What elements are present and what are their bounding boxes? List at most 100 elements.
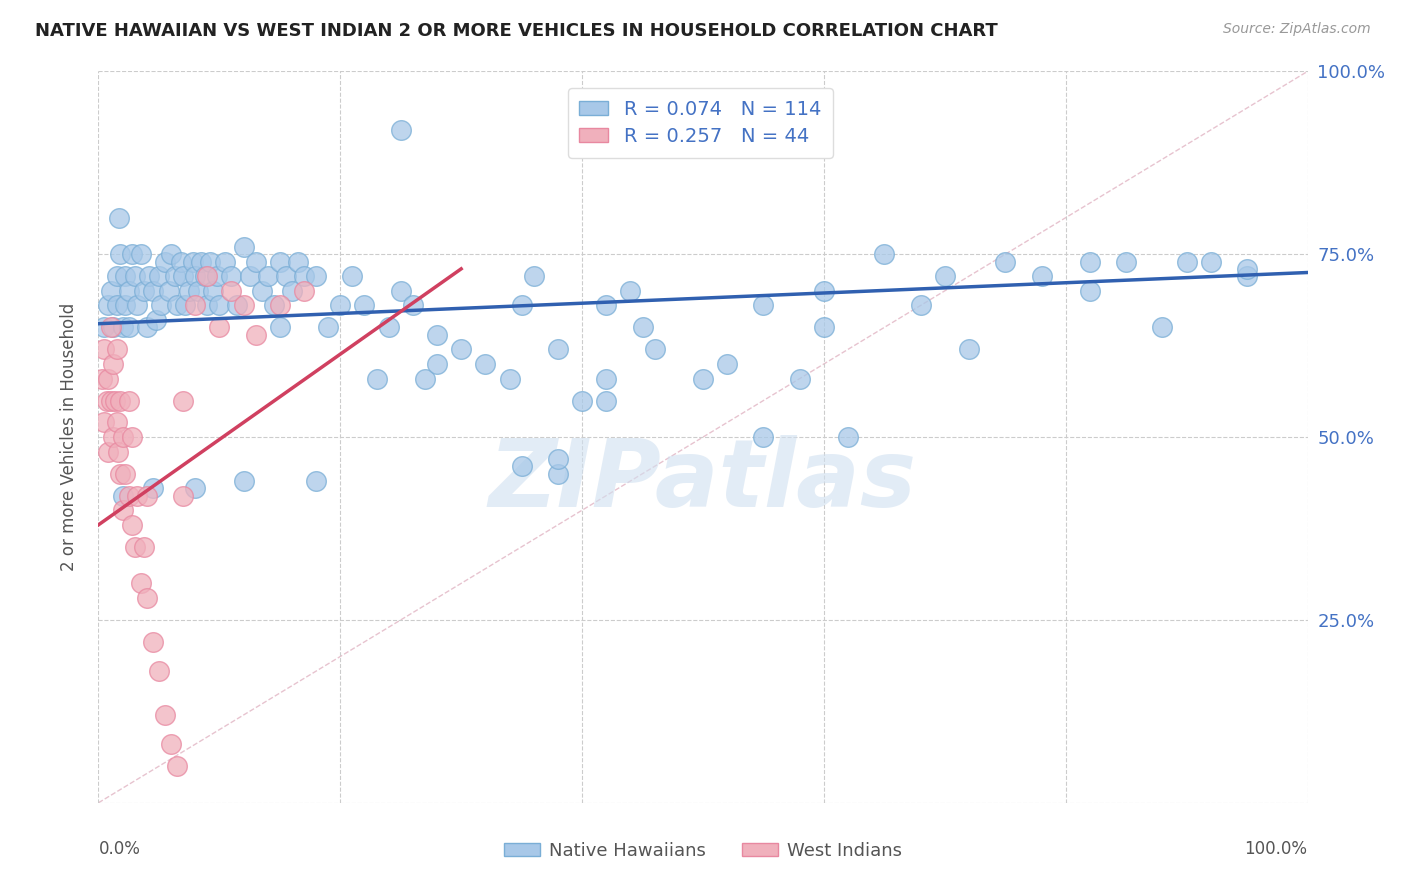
Point xyxy=(101,320,124,334)
Point xyxy=(96,393,118,408)
Point xyxy=(198,254,221,268)
Point xyxy=(450,343,472,357)
Point xyxy=(114,467,136,481)
Point xyxy=(510,298,533,312)
Point xyxy=(910,298,932,312)
Point xyxy=(101,357,124,371)
Point xyxy=(498,371,520,385)
Text: 100.0%: 100.0% xyxy=(1244,840,1308,858)
Y-axis label: 2 or more Vehicles in Household: 2 or more Vehicles in Household xyxy=(59,303,77,571)
Point xyxy=(202,284,225,298)
Point xyxy=(97,444,120,458)
Point xyxy=(263,298,285,312)
Point xyxy=(426,327,449,342)
Point xyxy=(108,211,131,225)
Point xyxy=(221,284,243,298)
Point xyxy=(135,489,157,503)
Point xyxy=(114,298,136,312)
Point xyxy=(250,284,273,298)
Point xyxy=(873,247,896,261)
Point xyxy=(281,284,304,298)
Point xyxy=(631,320,654,334)
Point xyxy=(108,467,131,481)
Point xyxy=(160,737,183,751)
Point xyxy=(1236,269,1258,284)
Point xyxy=(813,320,835,334)
Text: ZIPatlas: ZIPatlas xyxy=(489,435,917,527)
Point xyxy=(287,254,309,268)
Point xyxy=(111,430,134,444)
Point xyxy=(190,254,212,268)
Point xyxy=(752,430,775,444)
Point xyxy=(426,357,449,371)
Point xyxy=(104,393,127,408)
Point xyxy=(100,320,122,334)
Point xyxy=(105,343,128,357)
Point xyxy=(195,298,218,312)
Point xyxy=(124,540,146,554)
Point xyxy=(135,320,157,334)
Point xyxy=(837,430,859,444)
Point xyxy=(121,430,143,444)
Point xyxy=(547,343,569,357)
Point xyxy=(166,298,188,312)
Point xyxy=(342,269,364,284)
Point xyxy=(114,269,136,284)
Point xyxy=(97,371,120,385)
Point xyxy=(169,254,191,268)
Point xyxy=(329,298,352,312)
Point xyxy=(595,371,617,385)
Point xyxy=(1152,320,1174,334)
Point xyxy=(184,269,207,284)
Point xyxy=(644,343,666,357)
Point xyxy=(91,371,114,385)
Text: NATIVE HAWAIIAN VS WEST INDIAN 2 OR MORE VEHICLES IN HOUSEHOLD CORRELATION CHART: NATIVE HAWAIIAN VS WEST INDIAN 2 OR MORE… xyxy=(35,22,998,40)
Point xyxy=(145,313,167,327)
Point xyxy=(124,269,146,284)
Point xyxy=(269,320,291,334)
Point xyxy=(121,517,143,532)
Point xyxy=(789,371,811,385)
Point xyxy=(166,759,188,773)
Point xyxy=(172,489,194,503)
Point xyxy=(292,269,315,284)
Point xyxy=(111,503,134,517)
Point xyxy=(181,254,204,268)
Point xyxy=(93,416,115,430)
Point xyxy=(389,123,412,137)
Point xyxy=(138,269,160,284)
Point xyxy=(134,284,156,298)
Point xyxy=(107,444,129,458)
Point xyxy=(305,474,328,488)
Point xyxy=(256,269,278,284)
Point xyxy=(377,320,399,334)
Point xyxy=(195,269,218,284)
Point xyxy=(934,269,956,284)
Point xyxy=(214,254,236,268)
Point xyxy=(221,269,243,284)
Point xyxy=(127,298,149,312)
Point xyxy=(105,298,128,312)
Point xyxy=(1078,254,1101,268)
Point xyxy=(1031,269,1053,284)
Point xyxy=(157,284,180,298)
Point xyxy=(547,467,569,481)
Point xyxy=(813,284,835,298)
Point xyxy=(108,393,131,408)
Point xyxy=(134,540,156,554)
Point xyxy=(142,284,165,298)
Point xyxy=(105,416,128,430)
Point xyxy=(187,284,209,298)
Legend: Native Hawaiians, West Indians: Native Hawaiians, West Indians xyxy=(496,835,910,867)
Point xyxy=(172,269,194,284)
Point xyxy=(100,284,122,298)
Point xyxy=(402,298,425,312)
Point xyxy=(184,481,207,495)
Point xyxy=(179,284,201,298)
Point xyxy=(129,247,152,261)
Point xyxy=(274,269,297,284)
Point xyxy=(232,298,254,312)
Point xyxy=(208,320,231,334)
Point xyxy=(366,371,388,385)
Point xyxy=(111,489,134,503)
